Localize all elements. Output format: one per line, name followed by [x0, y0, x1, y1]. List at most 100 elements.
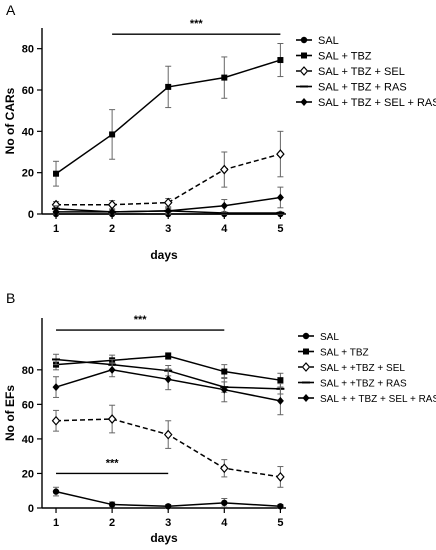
data-point: [52, 207, 60, 216]
legend-item: SAL + TBZ + RAS: [296, 82, 407, 94]
y-tick-label: 20: [22, 468, 34, 480]
data-point: [221, 499, 228, 507]
data-point: [108, 207, 116, 216]
legend-swatch-marker: [300, 98, 308, 106]
legend-item: SAL + + TBZ + SEL + RAS: [298, 394, 436, 405]
data-point: [107, 199, 117, 210]
legend-label: SAL + +TBZ + SEL: [320, 363, 405, 374]
series-1: [52, 486, 284, 510]
data-point: [52, 488, 60, 495]
x-tick-label: 1: [53, 223, 59, 235]
data-point: [107, 414, 117, 424]
significance-label: ***: [190, 18, 204, 30]
data-point: [277, 57, 284, 64]
y-tick-label: 60: [22, 399, 34, 411]
data-point: [165, 503, 172, 510]
x-tick-label: 4: [221, 223, 228, 235]
y-axis-title: No of CARs: [3, 87, 17, 154]
y-tick-label: 80: [22, 44, 34, 56]
series-2: [53, 43, 284, 187]
legend: SAL SAL + TBZ SAL + TBZ + SEL SAL + TBZ + R…: [296, 35, 436, 109]
data-point: [276, 193, 284, 202]
data-point: [164, 375, 172, 384]
legend: SAL SAL + TBZ SAL + +TBZ + SEL SAL + +TBZ +…: [298, 332, 436, 405]
data-point: [163, 429, 173, 440]
data-point: [164, 206, 172, 215]
data-point: [220, 164, 229, 175]
data-point: [276, 149, 285, 159]
legend-label: SAL + +TBZ + RAS: [320, 379, 407, 390]
legend-label: SAL: [318, 35, 339, 47]
data-point: [109, 131, 116, 138]
y-tick-label: 20: [22, 168, 34, 180]
significance-label: ***: [134, 314, 148, 326]
series-3: [51, 130, 285, 210]
legend-label: SAL + TBZ: [318, 51, 372, 63]
data-point: [277, 503, 284, 510]
legend-item: SAL + TBZ: [298, 348, 369, 359]
data-point: [108, 365, 116, 374]
data-point: [51, 415, 61, 426]
series-3: [51, 404, 285, 488]
y-tick-label: 80: [22, 365, 34, 377]
data-point: [52, 383, 60, 392]
panel-label: A: [6, 2, 16, 18]
legend-item: SAL + TBZ + SEL: [296, 66, 405, 78]
y-axis-title: No of EFs: [3, 385, 17, 441]
legend-item: SAL + +TBZ + SEL: [298, 362, 405, 374]
x-tick-label: 4: [221, 517, 228, 529]
data-point: [220, 463, 229, 474]
legend-swatch-marker: [303, 348, 309, 355]
legend-label: SAL + TBZ + RAS: [318, 82, 407, 94]
data-point: [53, 170, 60, 177]
legend-swatch-marker: [300, 36, 308, 44]
legend-swatch-marker: [302, 394, 310, 402]
data-point: [165, 83, 172, 90]
legend-item: SAL: [298, 332, 339, 343]
data-point: [163, 197, 173, 208]
significance-label: ***: [106, 457, 120, 469]
legend-swatch-marker: [299, 66, 309, 76]
data-point: [165, 353, 172, 359]
legend-item: SAL + TBZ + SEL + RAS: [296, 97, 436, 109]
x-tick-label: 1: [53, 517, 59, 529]
legend-label: SAL: [320, 332, 339, 343]
y-tick-label: 60: [22, 85, 34, 97]
series-5: [52, 362, 284, 416]
x-axis-title: days: [150, 248, 178, 262]
data-point: [220, 385, 228, 394]
data-point: [277, 377, 284, 384]
data-point: [221, 74, 228, 81]
legend-swatch-marker: [301, 362, 311, 372]
y-tick-label: 0: [28, 209, 34, 221]
panel-a: A 0 20 40 60 80 1 2 3 4 5 No of CARs days *** SAL SAL +…: [3, 2, 436, 262]
x-tick-label: 5: [277, 517, 283, 529]
x-tick-label: 3: [165, 223, 171, 235]
panel-label: B: [6, 290, 15, 306]
data-point: [221, 368, 228, 375]
legend-label: SAL + TBZ + SEL + RAS: [318, 97, 436, 109]
legend-label: SAL + TBZ: [320, 348, 369, 359]
data-point: [220, 201, 228, 210]
data-point: [108, 501, 116, 508]
series-line: [56, 153, 281, 206]
x-tick-label: 5: [277, 223, 283, 235]
legend-label: SAL + + TBZ + SEL + RAS: [320, 394, 436, 405]
y-tick-label: 40: [22, 434, 34, 446]
y-tick-label: 40: [22, 126, 34, 138]
x-tick-label: 2: [109, 223, 115, 235]
legend-item: SAL: [296, 35, 339, 47]
y-tick-label: 0: [28, 503, 34, 515]
data-point: [276, 471, 285, 482]
legend-item: SAL + TBZ: [296, 51, 372, 63]
legend-item: SAL + +TBZ + RAS: [298, 379, 407, 390]
series-5: [52, 186, 284, 216]
legend-swatch-marker: [301, 52, 307, 59]
data-point: [276, 396, 284, 405]
legend-label: SAL + TBZ + SEL: [318, 66, 405, 78]
x-tick-label: 2: [109, 517, 115, 529]
legend-swatch-marker: [302, 332, 310, 340]
x-axis-title: days: [150, 531, 178, 545]
